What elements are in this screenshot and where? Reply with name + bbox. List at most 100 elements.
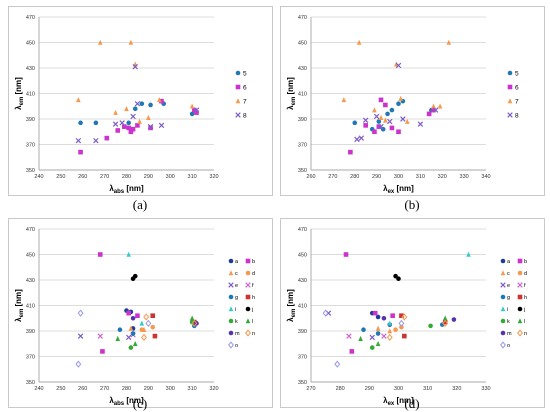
legend-label-m: m [235, 331, 240, 337]
panel-b: 350 370 390 410 430 450 470 260 270 280 290 300 310 3… [280, 6, 545, 196]
data-point-i [139, 320, 145, 326]
legend-label-l: l [252, 319, 253, 325]
data-point-5 [78, 120, 83, 126]
legend-marker-b [517, 258, 523, 264]
y-tick-label: 390 [26, 329, 35, 335]
legend-label-i: i [235, 307, 236, 313]
legend-marker-6 [235, 84, 241, 90]
data-point-j [396, 276, 401, 282]
data-point-e [77, 333, 84, 339]
legend-label-f: f [252, 283, 254, 289]
data-point-5 [132, 106, 138, 112]
data-point-6 [363, 123, 368, 128]
legend-label-m: m [507, 331, 512, 337]
data-point-8 [354, 136, 360, 143]
data-point-8 [378, 123, 384, 130]
data-point-6 [104, 135, 110, 141]
data-point-6 [348, 149, 353, 155]
scatter-chart-c: 350 370 390 410 430 450 470 240 250 260 270 280 290 3… [14, 227, 255, 407]
legend-label-b: b [252, 259, 255, 265]
data-point-7 [372, 107, 377, 113]
x-tick-label: 300 [166, 174, 175, 180]
data-point-a [375, 314, 381, 320]
legend-marker-g [228, 294, 234, 300]
legend-label-f: f [524, 283, 526, 289]
legend-label-o: o [507, 343, 510, 349]
x-tick-label: 280 [122, 386, 131, 392]
data-point-c [128, 325, 134, 331]
data-point-6 [389, 125, 395, 131]
y-tick-label: 430 [26, 278, 35, 284]
scatter-chart-a: 350 370 390 410 430 450 470 240 250 260 270 280 290 3… [14, 15, 247, 195]
legend-marker-e [228, 282, 234, 288]
x-tick-label: 290 [365, 386, 374, 392]
legend-marker-5 [507, 70, 513, 76]
data-point-i [387, 320, 393, 326]
data-point-i [466, 251, 471, 257]
data-point-d [150, 324, 156, 330]
legend-label-c: c [507, 271, 510, 277]
legend-marker-f [517, 282, 523, 288]
data-point-o [322, 309, 329, 317]
legend-marker-8 [235, 112, 241, 118]
data-point-5 [126, 120, 131, 126]
legend-marker-l [517, 318, 523, 324]
x-tick-label: 270 [100, 386, 109, 392]
legend-label-n: n [252, 331, 255, 337]
data-point-l [189, 315, 195, 321]
data-point-7 [378, 114, 384, 121]
data-point-8 [132, 64, 138, 70]
legend-label-8: 8 [243, 113, 247, 120]
data-points [341, 39, 452, 155]
data-point-b [390, 313, 395, 318]
y-tick-label: 430 [26, 66, 35, 72]
data-point-n [191, 319, 198, 327]
data-point-7 [113, 109, 118, 115]
data-point-g [361, 327, 366, 333]
y-tick-label: 450 [298, 253, 307, 259]
data-point-n [141, 333, 147, 341]
data-point-6 [372, 129, 377, 135]
data-point-6 [396, 129, 401, 135]
data-point-6 [376, 124, 382, 129]
data-point-7 [157, 97, 162, 103]
legend-marker-a [228, 258, 234, 264]
legend-marker-j [517, 306, 523, 312]
legend-marker-e [500, 282, 506, 288]
y-tick-label: 370 [298, 143, 307, 149]
legend-label-6: 6 [515, 85, 519, 92]
x-tick-label: 260 [78, 386, 87, 392]
data-point-5 [93, 120, 99, 126]
legend-marker-f [245, 282, 251, 288]
y-tick-label: 470 [26, 227, 35, 233]
legend-label-e: e [507, 283, 510, 289]
caption-b: (b) [404, 197, 420, 212]
data-point-8 [373, 113, 380, 120]
legend: a b c d e f g h i j k l m n o [228, 258, 255, 349]
caption-a: (a) [132, 197, 148, 212]
x-axis-label: λex [nm] [383, 396, 414, 407]
data-point-5 [189, 111, 195, 117]
data-point-8 [75, 137, 82, 144]
data-point-6 [115, 128, 121, 133]
legend-label-d: d [252, 271, 255, 277]
data-point-7 [189, 103, 195, 109]
legend: a b c d e f g h i j k l m n o [500, 258, 527, 349]
y-tick-label: 450 [26, 41, 35, 47]
data-point-n [442, 319, 449, 327]
y-tick-label: 430 [298, 66, 307, 72]
caption-c: (c) [132, 396, 148, 411]
legend-label-i: i [507, 307, 508, 313]
data-point-8 [93, 137, 99, 144]
x-tick-label: 280 [350, 174, 359, 180]
data-point-o [398, 319, 405, 327]
data-point-6 [383, 102, 388, 108]
scatter-chart-d: 350 370 390 410 430 450 470 270 280 290 300 310 320 3… [286, 227, 527, 407]
data-point-o [334, 360, 341, 368]
legend-marker-n [245, 329, 251, 337]
data-point-8 [134, 100, 141, 107]
x-tick-label: 270 [306, 386, 315, 392]
data-point-m [381, 315, 387, 321]
legend: 5 6 7 8 [507, 70, 519, 120]
data-point-b [97, 252, 103, 257]
